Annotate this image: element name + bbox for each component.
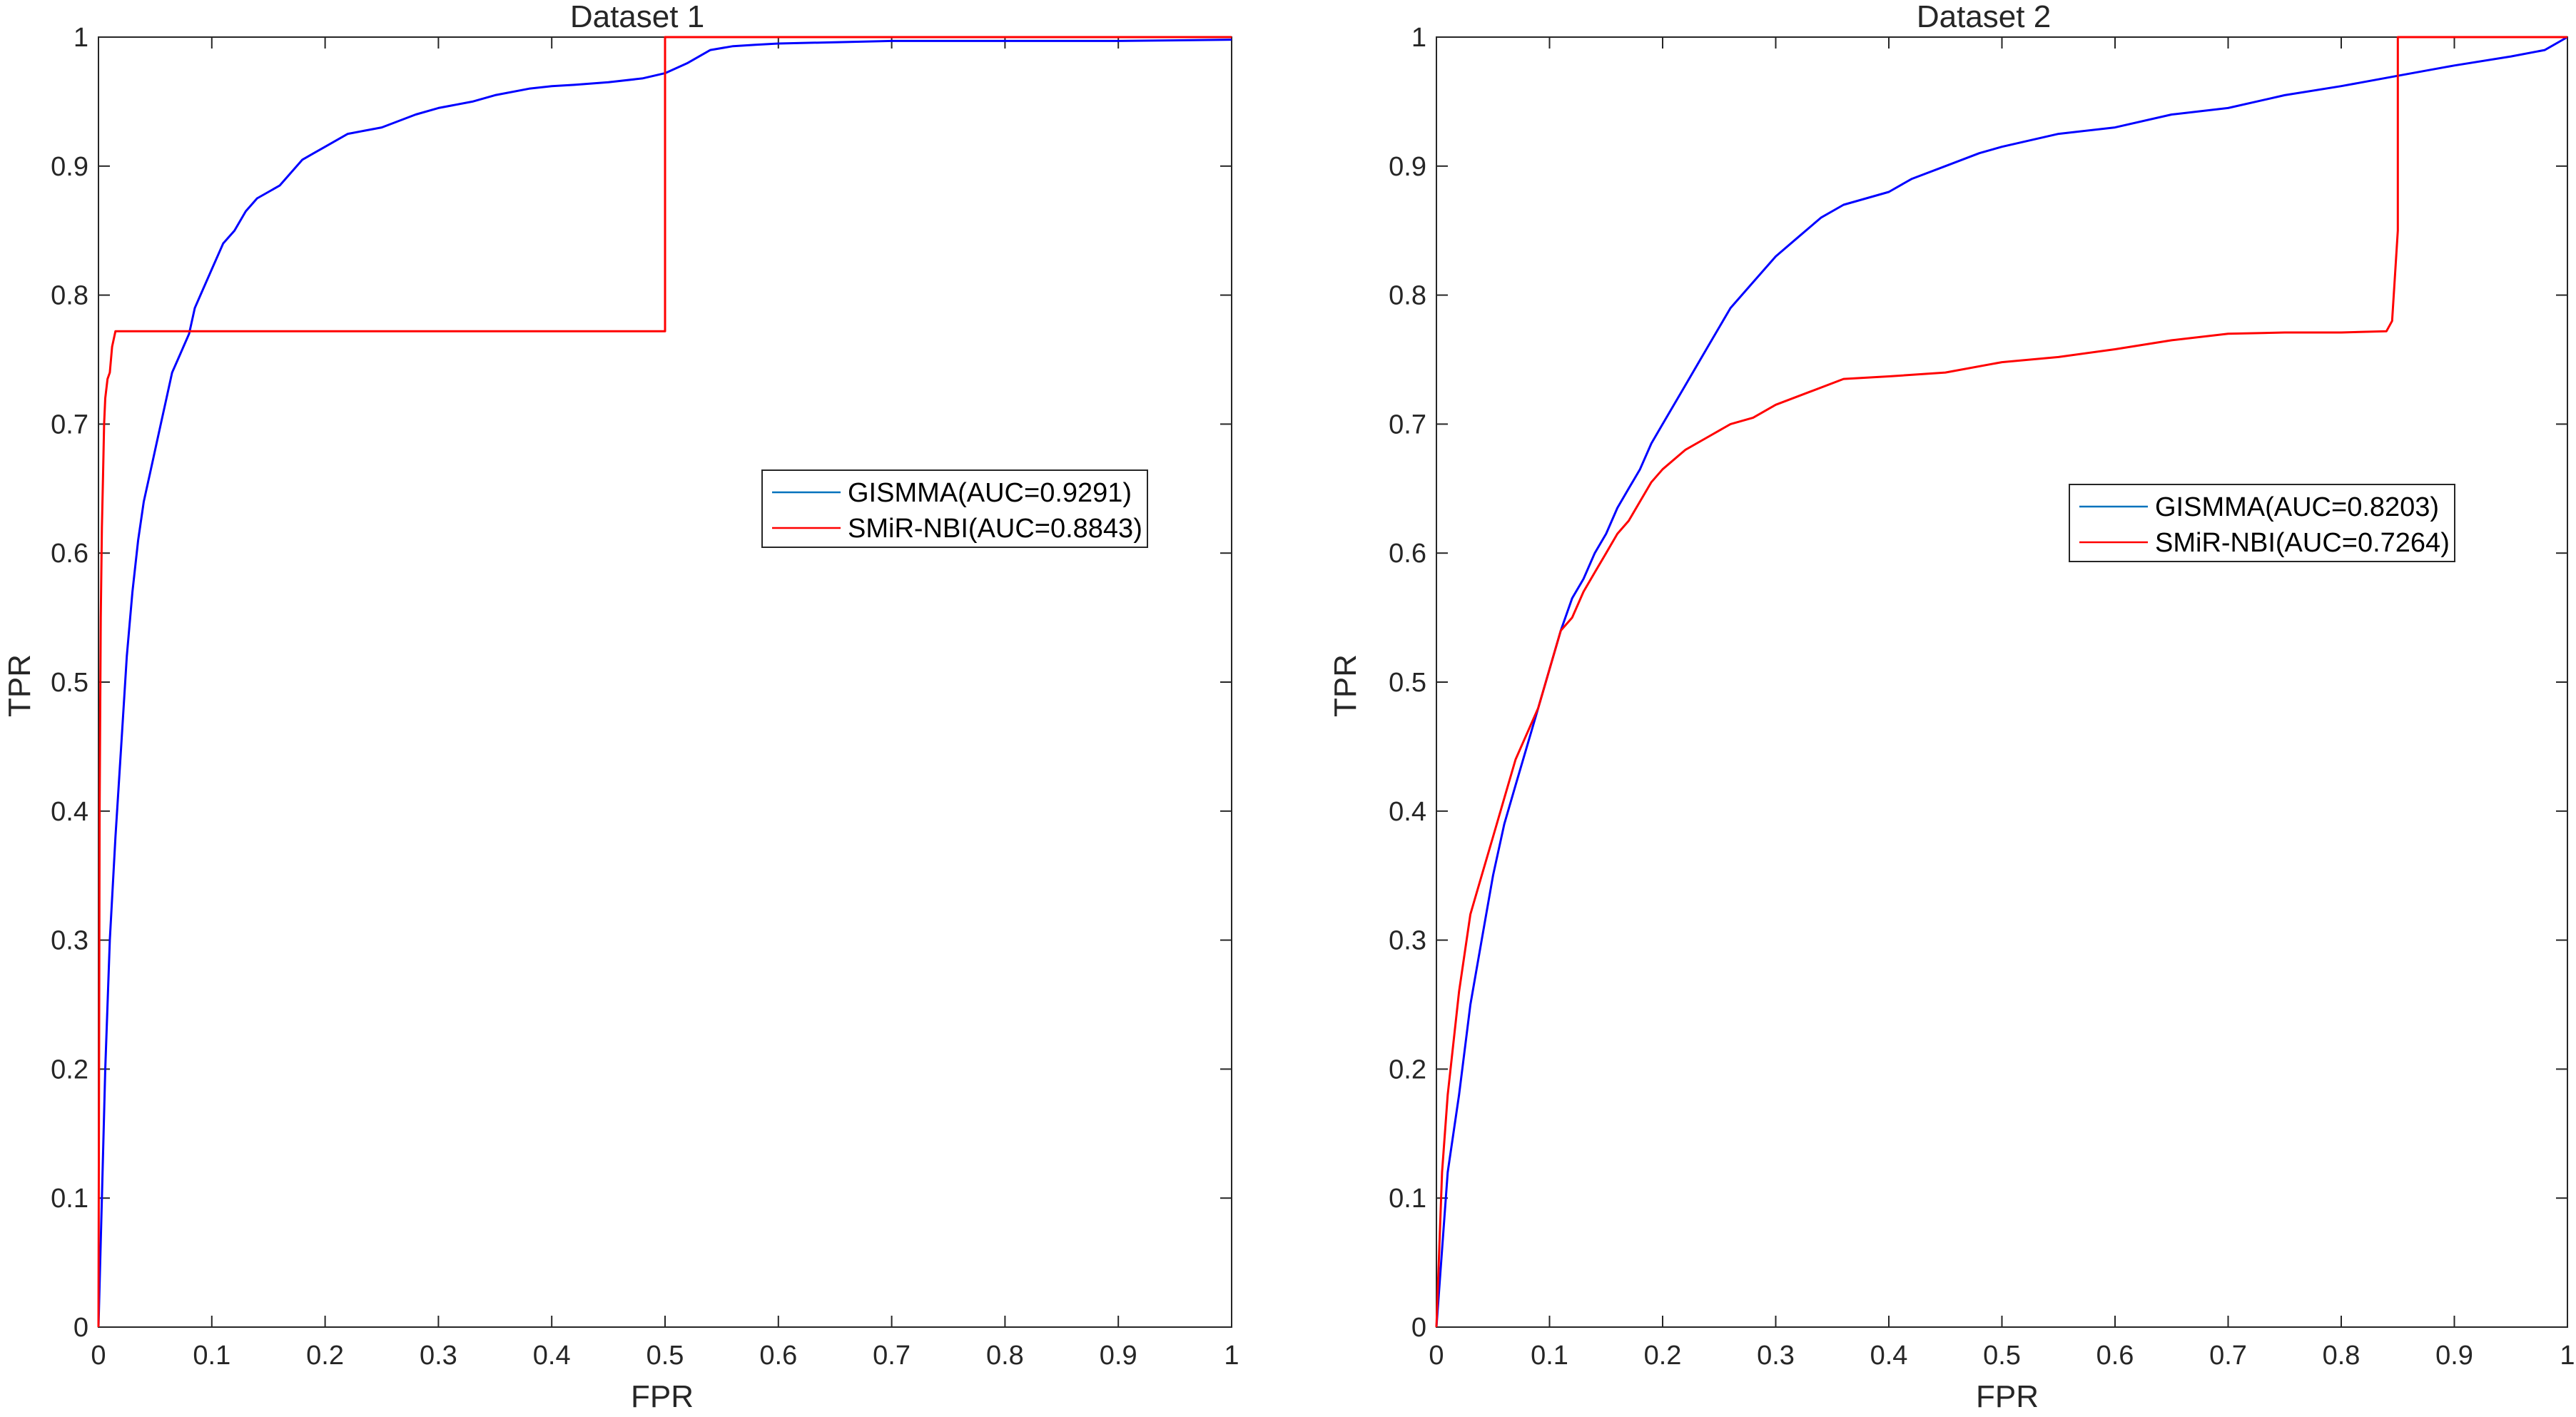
x-axis-label: FPR [631, 1379, 694, 1414]
y-tick-label: 0.4 [51, 797, 88, 827]
legend-label-gismma: GISMMA(AUC=0.9291) [848, 478, 1132, 508]
y-tick-label: 0.7 [1389, 410, 1426, 440]
x-tick-label: 0.6 [759, 1341, 797, 1371]
series-line-gismma [97, 39, 1232, 1328]
x-tick-label: 0 [91, 1341, 106, 1371]
x-tick-label: 0.3 [420, 1341, 457, 1371]
y-tick-label: 0.5 [51, 668, 88, 698]
x-tick-label: 0 [1429, 1341, 1444, 1371]
x-tick-label: 0.2 [306, 1341, 344, 1371]
y-tick-label: 0.6 [51, 539, 88, 569]
y-tick-label: 0.3 [1389, 926, 1426, 956]
y-tick-label: 0.1 [1389, 1184, 1426, 1214]
x-tick-label: 0.1 [193, 1341, 230, 1371]
chart-title: Dataset 1 [570, 0, 704, 34]
y-tick-label: 0.4 [1389, 797, 1426, 827]
legend-box [2069, 484, 2455, 562]
y-tick-label: 0.9 [1389, 152, 1426, 182]
series-line-gismma [1435, 36, 2568, 1328]
y-tick-label: 0.2 [1389, 1055, 1426, 1085]
y-tick-label: 0.5 [1389, 668, 1426, 698]
y-tick-label: 0.3 [51, 926, 88, 956]
y-tick-label: 1 [73, 23, 88, 53]
x-tick-label: 0.4 [533, 1341, 571, 1371]
legend: GISMMA(AUC=0.8203) SMiR-NBI(AUC=0.7264) [2069, 484, 2455, 562]
y-tick-label: 0.1 [51, 1184, 88, 1214]
x-tick-label: 0.6 [2096, 1341, 2134, 1371]
y-tick-label: 0.8 [1389, 281, 1426, 311]
y-axis-label: TPR [2, 654, 37, 717]
x-tick-label: 0.3 [1757, 1341, 1795, 1371]
x-tick-label: 0.4 [1870, 1341, 1908, 1371]
legend-box [761, 469, 1148, 548]
y-tick-label: 0.2 [51, 1055, 88, 1085]
series-line-smir-nbi [1435, 36, 2567, 1328]
x-tick-label: 0.9 [2435, 1341, 2473, 1371]
y-tick-label: 0.8 [51, 281, 88, 311]
y-tick-label: 1 [1411, 23, 1426, 53]
x-tick-label: 0.7 [2209, 1341, 2247, 1371]
legend-label-gismma: GISMMA(AUC=0.8203) [2155, 492, 2439, 522]
y-tick-label: 0 [1411, 1313, 1426, 1343]
x-tick-label: 0.5 [646, 1341, 684, 1371]
x-tick-label: 0.1 [1531, 1341, 1568, 1371]
axes-box [1436, 36, 2568, 1328]
chart-title: Dataset 2 [1917, 0, 2051, 34]
plot-area: 0 0.1 0.2 0.3 0.4 0.5 0.6 0.7 0.8 0.9 1 0 0.1 0.2 0.3 0… [51, 23, 1239, 1371]
x-tick-label: 0.8 [986, 1341, 1024, 1371]
y-tick-label: 0 [73, 1313, 88, 1343]
legend-label-smir-nbi: SMiR-NBI(AUC=0.8843) [848, 514, 1142, 544]
legend-label-smir-nbi: SMiR-NBI(AUC=0.7264) [2155, 528, 2450, 558]
y-axis-label: TPR [1328, 654, 1363, 717]
series-line-smir-nbi [97, 36, 1232, 1328]
x-tick-label: 0.2 [1644, 1341, 1682, 1371]
x-tick-label: 0.9 [1100, 1341, 1137, 1371]
x-tick-label: 0.5 [1983, 1341, 2021, 1371]
chart-panel-dataset-2: Dataset 2 FPR TPR 0 0.1 0.2 0.3 0.4 0.5 0.6 0.7… [1328, 0, 2575, 1414]
y-tick-label: 0.6 [1389, 539, 1426, 569]
chart-panel-dataset-1: Dataset 1 FPR TPR 0 0.1 0.2 0.3 0.4 0.5 0.6 0.7… [2, 0, 1239, 1414]
x-tick-label: 0.8 [2323, 1341, 2361, 1371]
legend: GISMMA(AUC=0.9291) SMiR-NBI(AUC=0.8843) [761, 469, 1148, 548]
plot-area: 0 0.1 0.2 0.3 0.4 0.5 0.6 0.7 0.8 0.9 1 0 0.1 0.2 0.3 0… [1389, 23, 2575, 1371]
x-tick-label: 1 [1224, 1341, 1239, 1371]
x-tick-label: 1 [2560, 1341, 2575, 1371]
x-tick-label: 0.7 [873, 1341, 911, 1371]
y-tick-label: 0.9 [51, 152, 88, 182]
y-tick-label: 0.7 [51, 410, 88, 440]
x-axis-label: FPR [1976, 1379, 2039, 1414]
